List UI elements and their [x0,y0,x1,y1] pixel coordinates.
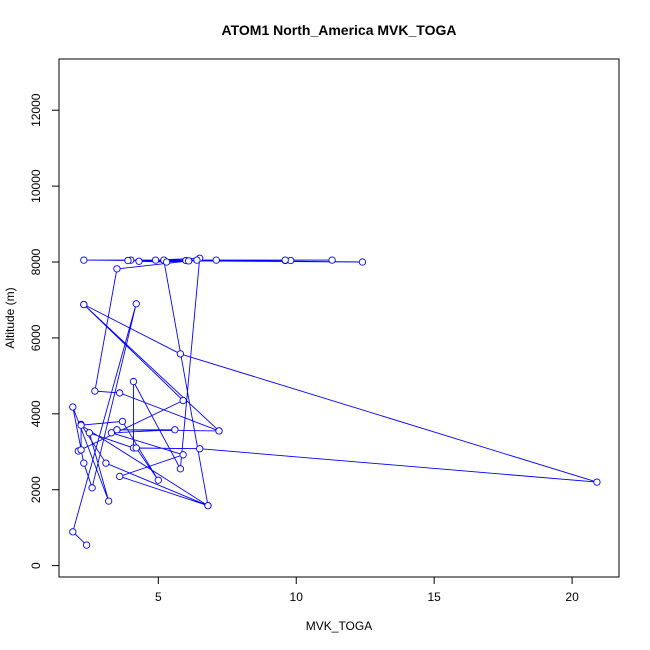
y-tick-label: 12000 [29,93,43,127]
data-point [69,528,77,536]
x-axis: 5 10 15 20 [155,577,579,604]
data-point [179,451,187,459]
y-tick-label: 4000 [29,400,43,427]
data-point [102,459,110,467]
chart-title: ATOM1 North_America MVK_TOGA [222,22,457,38]
data-point [212,256,220,264]
y-axis-label: Altitude (m) [3,287,17,348]
y-tick-label: 10000 [29,169,43,203]
data-point [593,478,601,486]
data-point [281,256,289,264]
data-point [82,541,91,549]
data-point [185,257,193,265]
data-point [193,256,201,264]
series-line [72,257,598,546]
data-point [179,396,187,405]
data-point [204,502,212,510]
data-point [69,403,77,411]
x-axis-label: MVK_TOGA [306,619,372,633]
data-point [176,465,185,473]
data-point [85,429,93,437]
data-point [171,426,179,434]
data-point [77,421,85,429]
data-point [151,256,160,264]
plot-frame [58,58,620,578]
data-point [358,258,367,266]
data-point [129,377,138,386]
data-point [88,484,96,492]
data-point [113,265,121,273]
x-tick-label: 10 [290,590,304,604]
y-tick-label: 8000 [29,248,43,275]
data-point [215,427,223,435]
data-point [162,258,171,266]
y-tick-label: 0 [29,562,43,569]
data-point [135,257,143,265]
y-tick-label: 2000 [29,476,43,503]
data-point [107,429,116,437]
data-point [91,387,99,395]
x-tick-label: 15 [427,590,441,604]
data-point [196,445,204,453]
series-layer [69,254,601,549]
data-point [132,444,140,452]
data-point [176,350,185,358]
x-tick-label: 20 [565,590,579,604]
data-point [80,459,88,467]
data-point [113,426,121,434]
data-point [154,476,162,484]
data-point [124,256,132,265]
data-point [118,417,127,426]
data-point [105,497,113,505]
data-point [77,446,85,454]
data-point [132,300,140,308]
y-axis: 0 2000 4000 6000 8000 10000 12000 [29,93,59,569]
data-point [328,256,336,264]
data-point [116,389,124,397]
y-tick-label: 6000 [29,324,43,351]
x-tick-label: 5 [155,590,162,604]
data-point [80,300,88,309]
data-point [116,472,124,481]
data-point [80,256,88,264]
